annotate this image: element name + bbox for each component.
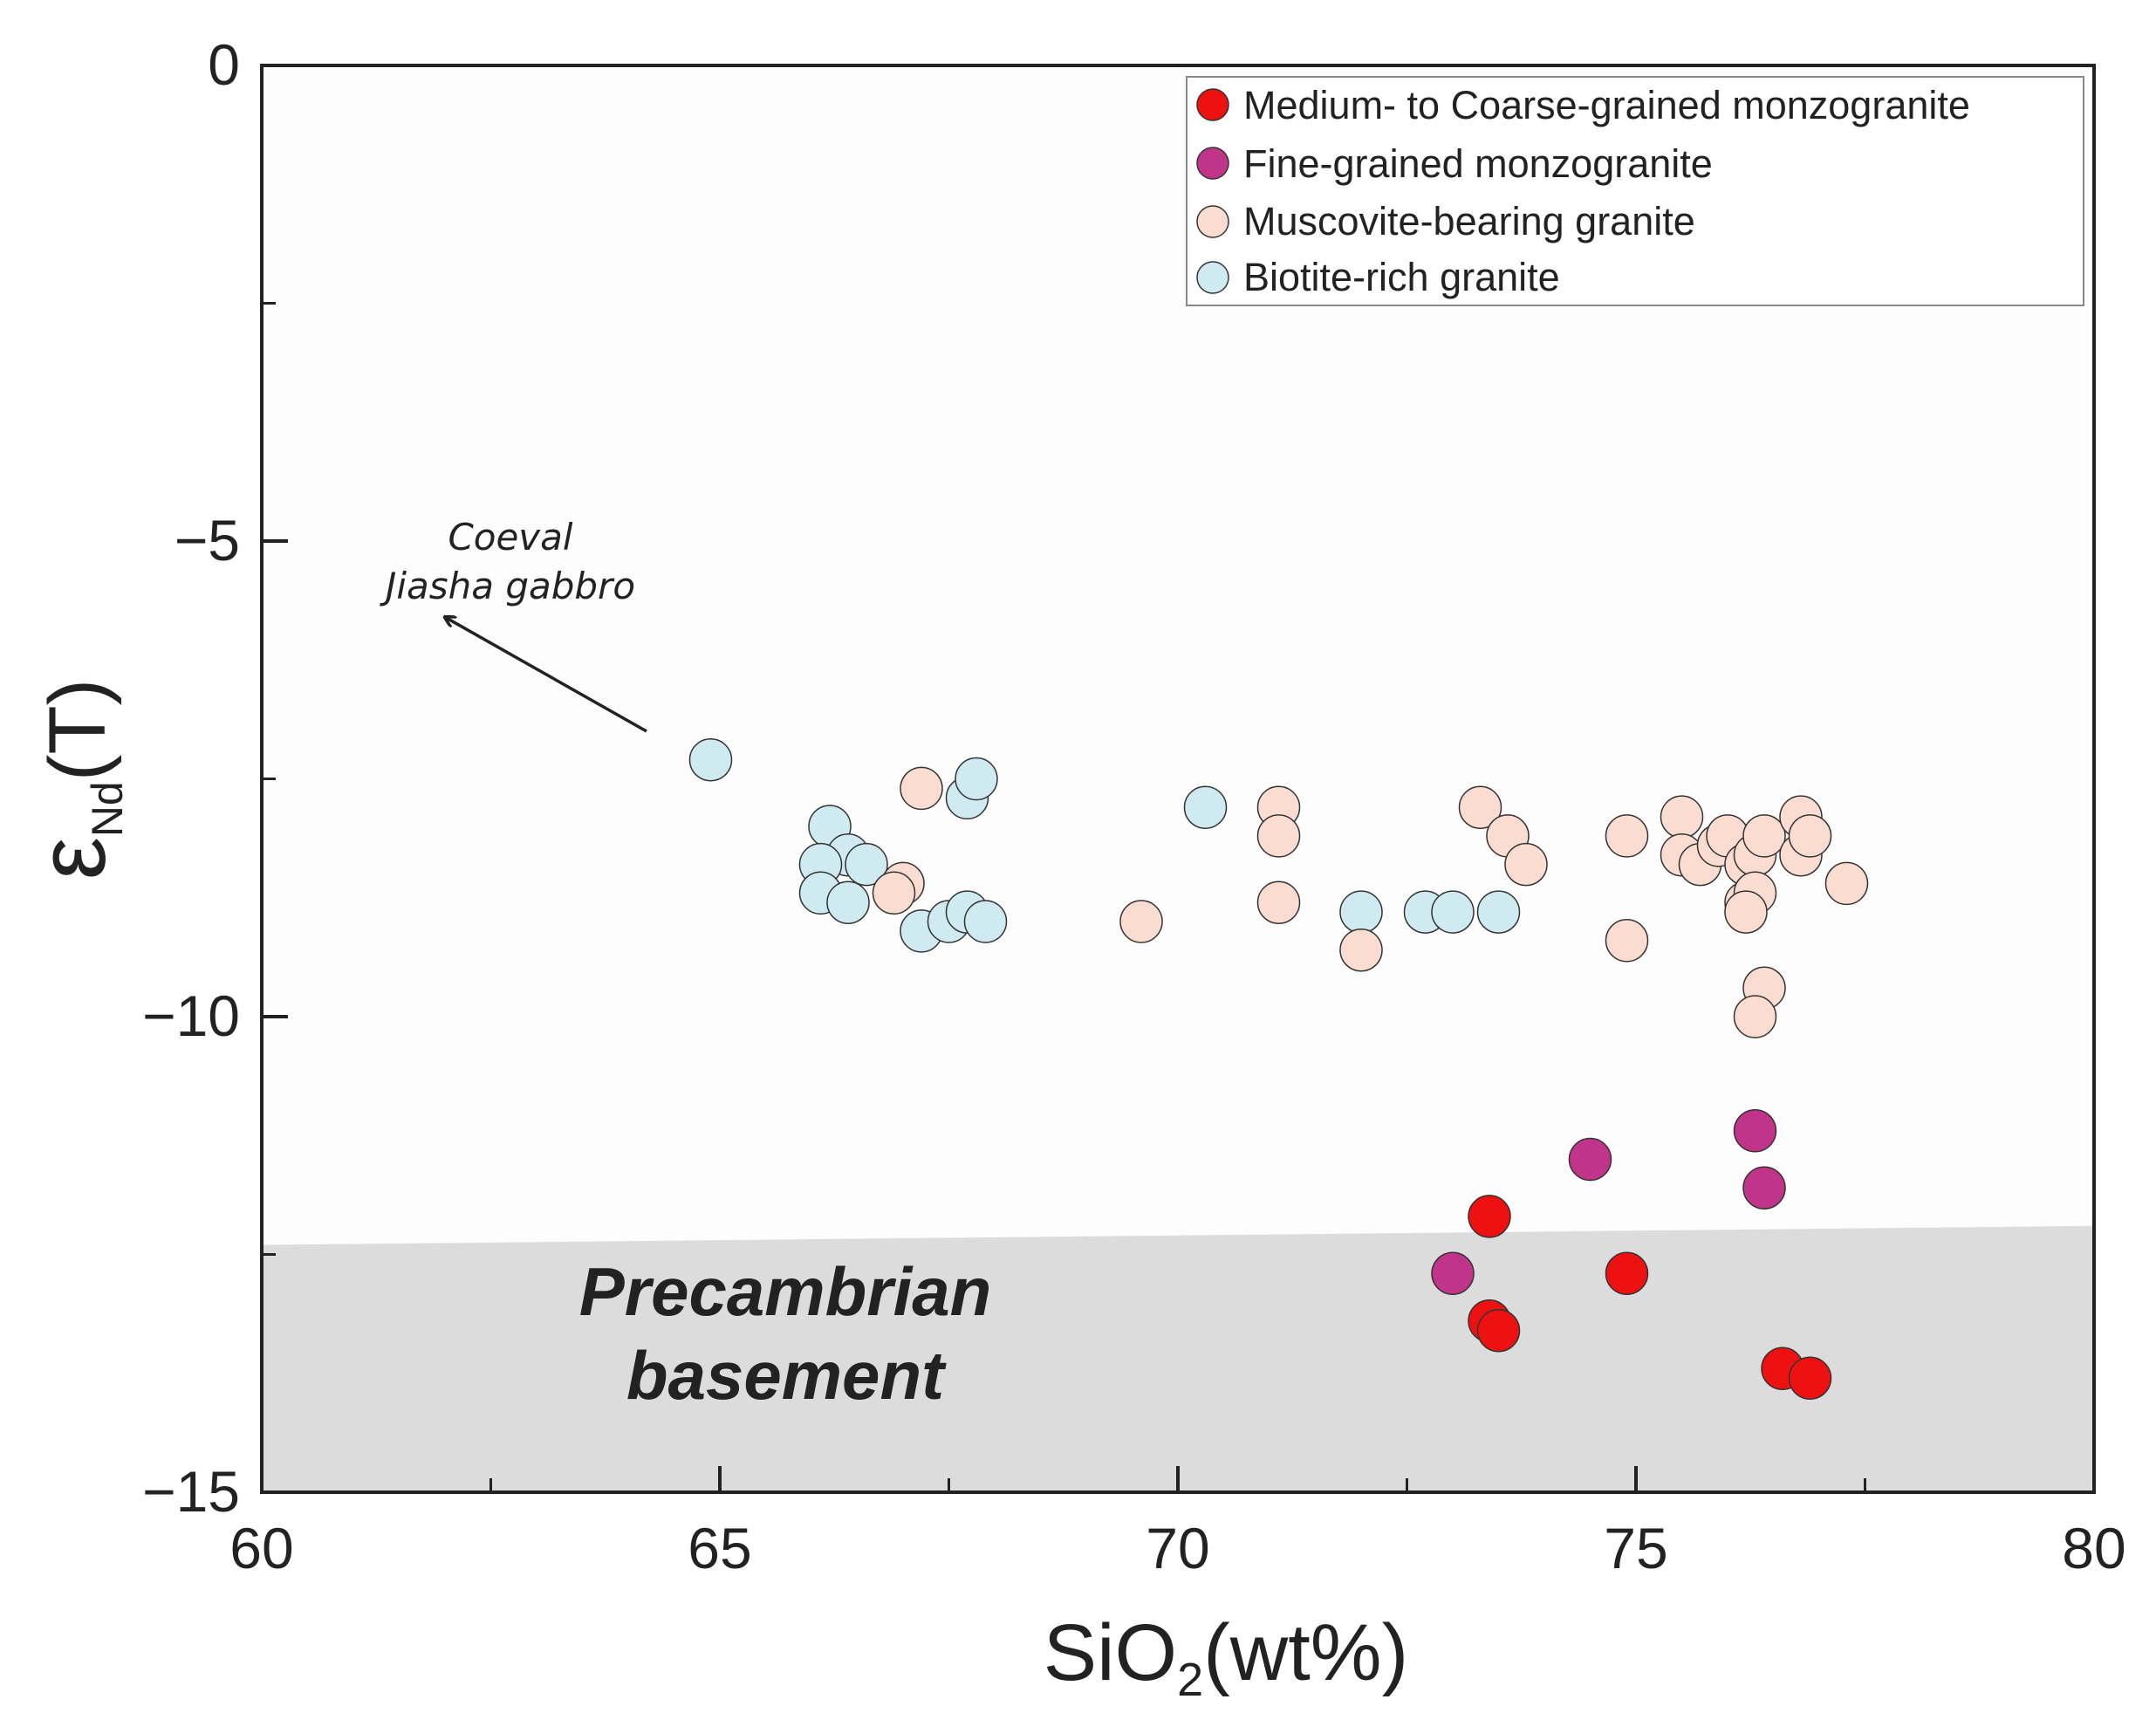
point-muscovite-5 bbox=[1256, 814, 1301, 858]
point-biotite-13 bbox=[1183, 785, 1228, 829]
legend-label-fine-grained: Fine-grained monzogranite bbox=[1243, 141, 1713, 186]
point-fine-grained-3 bbox=[1431, 1251, 1475, 1296]
x-axis-title-subscript: 2 bbox=[1177, 1654, 1203, 1706]
point-muscovite-8 bbox=[1458, 785, 1502, 829]
y-axis-title: εNd(T) bbox=[18, 679, 132, 880]
annotation-line-2: Jiasha gabbro bbox=[380, 565, 635, 607]
point-medium-coarse-5 bbox=[1788, 1356, 1832, 1400]
annotation-line-1: Coeval bbox=[448, 516, 572, 558]
x-axis-title-main: SiO bbox=[1044, 1608, 1177, 1697]
point-muscovite-2 bbox=[872, 871, 916, 915]
point-muscovite-12 bbox=[1605, 919, 1649, 963]
x-tick-label-1: 65 bbox=[688, 1516, 751, 1580]
y-tick-labels: 0 −5 −10 −15 bbox=[142, 32, 240, 1524]
x-axis-title: SiO2(wt%) bbox=[1044, 1608, 1409, 1706]
point-muscovite-13 bbox=[1660, 795, 1704, 839]
point-muscovite-0 bbox=[900, 766, 943, 811]
point-muscovite-3 bbox=[1119, 900, 1163, 943]
point-biotite-16 bbox=[1431, 890, 1475, 934]
y-axis-title-subscript: Nd bbox=[83, 781, 132, 837]
x-tick-label-2: 70 bbox=[1146, 1516, 1209, 1580]
x-tick-label-4: 80 bbox=[2062, 1516, 2125, 1580]
point-muscovite-25 bbox=[1733, 995, 1777, 1038]
y-axis-title-suffix: (T) bbox=[33, 679, 122, 781]
point-muscovite-6 bbox=[1256, 881, 1301, 924]
y-tick-label-0: 0 bbox=[208, 32, 240, 97]
legend-marker-medium-coarse bbox=[1196, 88, 1229, 121]
point-medium-coarse-3 bbox=[1476, 1308, 1521, 1353]
point-medium-coarse-0 bbox=[1468, 1195, 1511, 1238]
point-muscovite-11 bbox=[1605, 814, 1649, 858]
x-tick-label-0: 60 bbox=[229, 1516, 293, 1580]
x-tick-label-3: 75 bbox=[1604, 1516, 1667, 1580]
point-biotite-10 bbox=[963, 900, 1008, 943]
point-biotite-14 bbox=[1339, 890, 1383, 934]
annotation-arrow bbox=[445, 617, 647, 733]
point-muscovite-22 bbox=[1724, 890, 1768, 934]
point-fine-grained-0 bbox=[1568, 1137, 1612, 1182]
point-fine-grained-2 bbox=[1742, 1166, 1786, 1209]
region-label-line-1: Precambrian bbox=[579, 1253, 992, 1330]
y-axis-title-main: ε bbox=[18, 837, 126, 880]
data-points bbox=[688, 737, 1869, 1400]
point-muscovite-7 bbox=[1339, 928, 1383, 972]
x-tick-labels: 60 65 70 75 80 bbox=[229, 1516, 2125, 1580]
legend-marker-fine-grained bbox=[1196, 147, 1229, 180]
y-tick-label-2: −10 bbox=[142, 983, 240, 1048]
legend-label-muscovite: Muscovite-bearing granite bbox=[1243, 199, 1695, 243]
point-muscovite-10 bbox=[1504, 842, 1548, 887]
legend-label-medium-coarse: Medium- to Coarse-grained monzogranite bbox=[1243, 83, 1970, 127]
point-muscovite-29 bbox=[1824, 861, 1869, 906]
point-biotite-17 bbox=[1476, 890, 1521, 934]
point-muscovite-23 bbox=[1742, 814, 1786, 858]
legend: Medium- to Coarse-grained monzogranite F… bbox=[1186, 76, 2084, 306]
point-medium-coarse-1 bbox=[1605, 1251, 1649, 1296]
point-biotite-6 bbox=[826, 881, 870, 924]
point-muscovite-28 bbox=[1788, 814, 1832, 858]
plot-frame bbox=[260, 64, 2096, 1494]
legend-marker-muscovite bbox=[1196, 205, 1229, 238]
point-fine-grained-1 bbox=[1733, 1109, 1777, 1153]
legend-marker-biotite bbox=[1196, 261, 1229, 294]
point-biotite-0 bbox=[688, 737, 733, 782]
legend-label-biotite: Biotite-rich granite bbox=[1243, 255, 1560, 299]
region-label-line-2: basement bbox=[626, 1337, 947, 1414]
y-tick-label-3: −15 bbox=[142, 1459, 240, 1524]
y-tick-label-1: −5 bbox=[175, 508, 240, 572]
legend-box bbox=[1186, 76, 2084, 306]
x-axis-title-suffix: (wt%) bbox=[1203, 1608, 1408, 1697]
point-biotite-3 bbox=[845, 842, 888, 887]
point-biotite-12 bbox=[955, 757, 998, 801]
